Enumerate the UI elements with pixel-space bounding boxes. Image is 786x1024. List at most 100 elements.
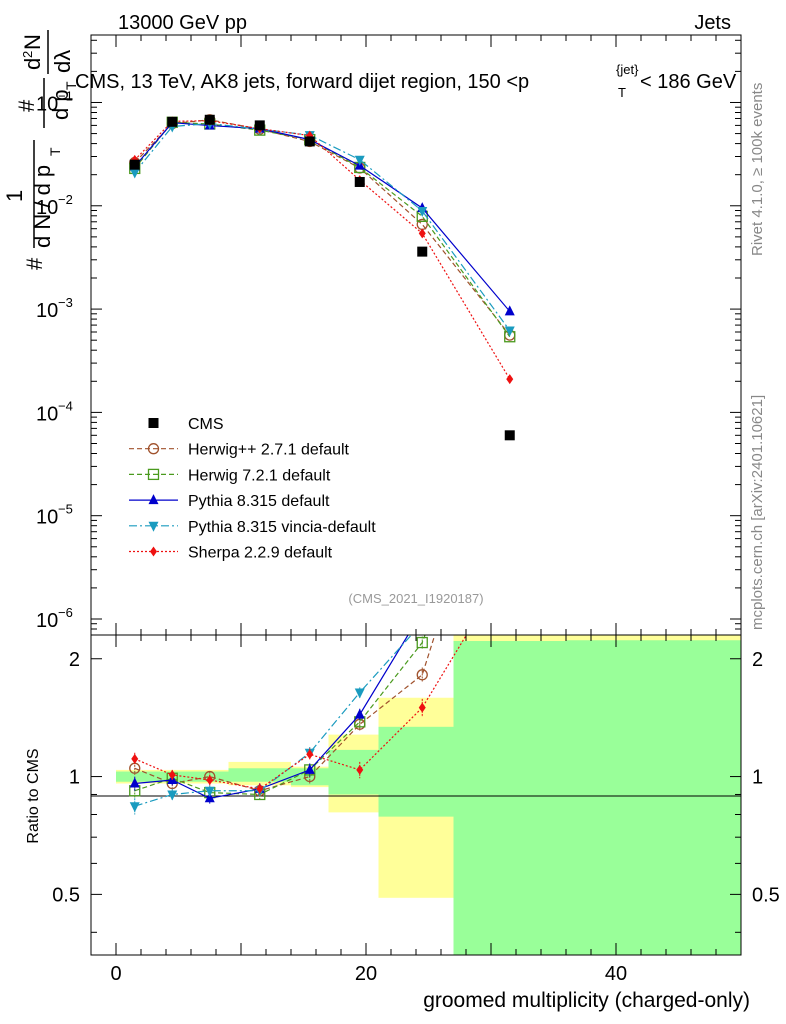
chart-title-sub: T: [618, 85, 626, 100]
ratio-y-tick-label: 1: [69, 767, 80, 789]
svg-text:2: 2: [20, 51, 35, 58]
chart-title: CMS, 13 TeV, AK8 jets, forward dijet reg…: [75, 71, 529, 93]
cms-data-point: [504, 430, 515, 441]
legend-marker: [150, 546, 157, 557]
cms-data-point: [354, 176, 365, 187]
main-y-tick-label: 10: [36, 300, 58, 322]
stat-uncertainty-band: [228, 768, 291, 782]
series-line-ratio: [134, 635, 468, 790]
series-point-ratio: [131, 753, 139, 764]
main-y-ticks: 10−110−210−310−410−510−6: [36, 39, 741, 636]
chart-title-post: < 186 GeV: [640, 71, 737, 93]
main-y-tick-label: 10: [36, 197, 58, 219]
main-y-tick-exponent: −4: [58, 398, 73, 413]
stat-uncertainty-band: [328, 749, 379, 795]
main-y-tick-label: 10: [36, 610, 58, 632]
series-point-ratio: [256, 783, 264, 794]
ratio-y-tick-label: 0.5: [52, 884, 80, 906]
rivet-version: Rivet 4.1.0, ≥ 100k events: [749, 83, 766, 256]
legend: CMS Herwig++ 2.7.1 default Herwig 7.2.1 de…: [129, 416, 376, 562]
series-point-main: [504, 326, 515, 337]
cms-data-point: [304, 136, 315, 147]
series-line-main: [134, 121, 511, 338]
ratio-y-tick-label: 2: [69, 649, 80, 671]
series-point-main: [504, 305, 515, 316]
series-line-main: [134, 120, 511, 380]
header-energy: 13000 GeV pp: [118, 12, 247, 34]
series-point-main: [418, 228, 426, 239]
main-y-tick-label: 10: [36, 507, 58, 529]
series-point-ratio: [129, 802, 140, 813]
svg-text:#: #: [14, 99, 39, 112]
svg-text:d p: d p: [48, 89, 73, 120]
series-line-main: [134, 122, 511, 312]
cms-data-point: [254, 120, 265, 131]
series-point-main: [506, 374, 514, 385]
series-point-ratio: [505, 393, 515, 403]
legend-label: Herwig 7.2.1 default: [188, 467, 331, 484]
series-point-ratio: [306, 749, 314, 760]
cms-data-point: [167, 116, 178, 127]
main-y-tick-label: 10: [36, 93, 58, 115]
ratio-y-tick-label-right: 2: [752, 649, 763, 671]
main-y-tick-exponent: −5: [58, 502, 73, 517]
series-point-ratio: [506, 559, 513, 569]
svg-text:d: d: [20, 58, 45, 70]
ratio-series-layer: [129, 393, 515, 815]
ratio-y-ticks: 2 2 1 1 0.5 0.5: [52, 649, 780, 933]
main-series-layer: [129, 114, 516, 385]
series-point-ratio: [356, 764, 364, 775]
cms-data-points: [129, 114, 515, 441]
legend-marker: [147, 468, 160, 481]
series-point-ratio: [129, 777, 140, 788]
svg-text:T: T: [47, 147, 63, 156]
x-tick-label: 20: [355, 963, 377, 985]
cms-data-point: [204, 114, 215, 125]
svg-text:1: 1: [2, 190, 27, 202]
main-y-tick-exponent: −6: [58, 605, 73, 620]
series-point-ratio: [354, 688, 365, 699]
stat-uncertainty-band: [378, 726, 454, 817]
mcplots-credit: mcplots.cern.ch [arXiv:2401.10621]: [749, 395, 766, 630]
series-point-ratio: [416, 636, 428, 649]
series-line-ratio: [134, 635, 426, 796]
series-line-ratio: [134, 635, 409, 799]
svg-text:T: T: [63, 81, 79, 90]
series-point-ratio: [304, 763, 315, 774]
stat-uncertainty-band: [566, 640, 741, 955]
ratio-uncertainty-bands: [116, 635, 741, 955]
stat-uncertainty-band: [453, 641, 566, 955]
series-point-ratio: [417, 619, 427, 629]
series-point-ratio: [416, 669, 428, 681]
series-point-ratio: [204, 792, 215, 803]
svg-text:dλ: dλ: [50, 50, 75, 73]
x-ticks: 0 20 40: [110, 35, 742, 985]
series-line-main: [134, 122, 511, 331]
series-point-ratio: [168, 769, 176, 780]
ratio-y-label: Ratio to CMS: [25, 748, 42, 843]
series-point-ratio: [418, 702, 426, 713]
header-jets: Jets: [694, 12, 731, 34]
x-tick-label: 0: [110, 963, 121, 985]
main-y-tick-exponent: −3: [58, 295, 73, 310]
svg-text:#: #: [22, 257, 47, 270]
main-y-tick-exponent: −2: [58, 192, 73, 207]
chart-title-sup: {jet}: [616, 62, 639, 77]
legend-label: CMS: [188, 416, 224, 433]
series-point-main: [129, 168, 140, 179]
legend-marker: [148, 494, 159, 505]
series-point-ratio: [206, 774, 214, 785]
series-point-ratio: [167, 790, 178, 801]
analysis-id: (CMS_2021_I1920187): [348, 591, 483, 606]
series-point-ratio: [204, 786, 215, 797]
legend-marker: [148, 418, 159, 428]
cms-data-point: [129, 159, 140, 170]
series-point-ratio: [505, 398, 515, 408]
x-axis-label: groomed multiplicity (charged-only): [423, 989, 750, 1012]
legend-marker: [147, 443, 160, 455]
main-y-tick-label: 10: [36, 403, 58, 425]
y-axis-label: # d N / d p T 1 d p T # dλ d 2 N: [2, 30, 79, 270]
svg-text:N: N: [20, 34, 45, 50]
ratio-y-tick-label-right: 1: [752, 767, 763, 789]
